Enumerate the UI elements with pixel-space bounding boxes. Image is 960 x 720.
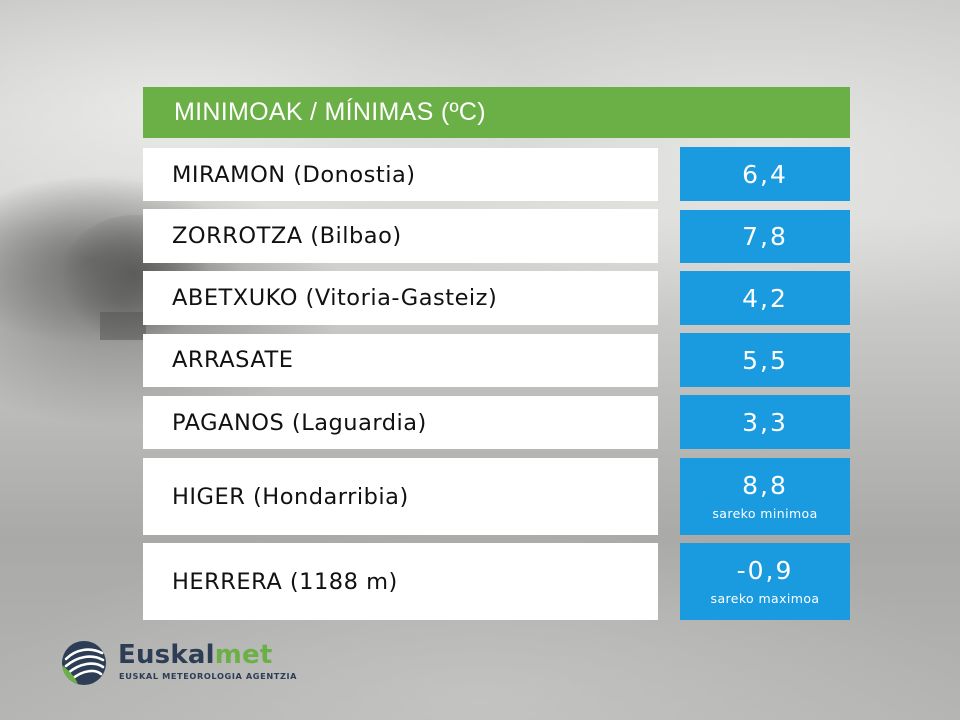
brand-tagline: EUSKAL METEOROLOGIA AGENTZIA — [119, 671, 298, 681]
table-title: MINIMOAK / MÍNIMAS (ºC) — [143, 87, 850, 138]
value-box-paganos: 3,3 — [680, 395, 850, 449]
brand-name-part2: met — [214, 640, 273, 670]
brand-name-part1: Euskal — [118, 640, 215, 670]
temperature-value: 5,5 — [742, 345, 788, 375]
station-label-paganos: PAGANOS (Laguardia) — [143, 396, 658, 449]
station-label-higer: HIGER (Hondarribia) — [143, 458, 658, 535]
temperature-value: 6,4 — [742, 159, 788, 189]
brand-name: Euskalmet — [118, 642, 272, 668]
background-house — [100, 312, 146, 340]
temperature-value: -0,9 — [736, 555, 794, 585]
station-label-herrera: HERRERA (1188 m) — [143, 543, 658, 620]
value-box-arrasate: 5,5 — [680, 333, 850, 387]
temperature-value: 8,8 — [742, 470, 788, 500]
value-box-abetxuko: 4,2 — [680, 271, 850, 325]
value-note: sareko maximoa — [710, 590, 820, 606]
value-note: sareko minimoa — [712, 505, 818, 521]
station-label-abetxuko: ABETXUKO (Vitoria-Gasteiz) — [143, 271, 658, 325]
temperature-value: 7,8 — [742, 222, 788, 251]
value-box-herrera: -0,9 sareko maximoa — [680, 543, 850, 620]
temperature-value: 4,2 — [742, 283, 788, 313]
station-label-zorrotza: ZORROTZA (Bilbao) — [143, 209, 658, 263]
value-box-miramon: 6,4 — [680, 147, 850, 201]
euskalmet-logo-icon — [62, 641, 106, 685]
station-label-arrasate: ARRASATE — [143, 334, 658, 387]
temperature-value: 3,3 — [742, 407, 788, 437]
station-label-miramon: MIRAMON (Donostia) — [143, 148, 658, 201]
value-box-zorrotza: 7,8 — [680, 210, 850, 263]
value-box-higer: 8,8 sareko minimoa — [680, 458, 850, 535]
